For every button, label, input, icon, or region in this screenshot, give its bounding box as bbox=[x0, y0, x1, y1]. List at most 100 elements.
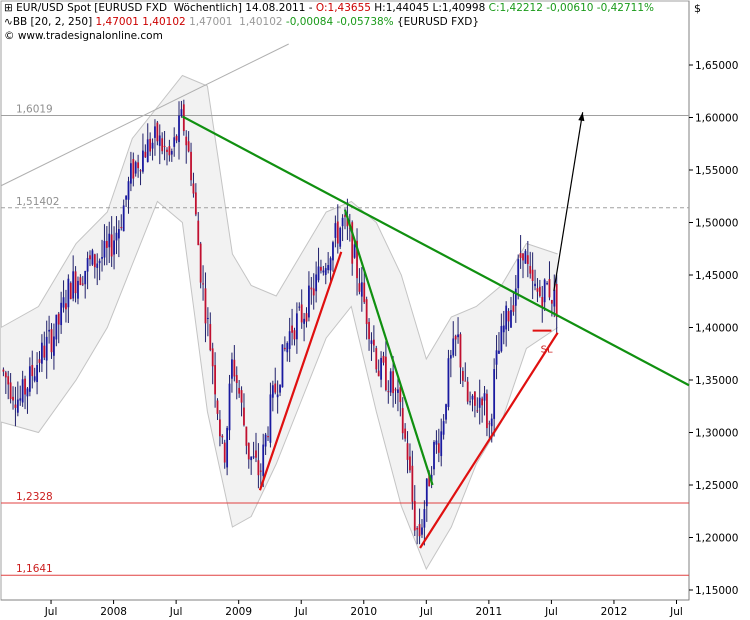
candle-body bbox=[476, 410, 479, 412]
bb-lower: 1,40102 bbox=[138, 16, 190, 28]
x-tick-label: Jul bbox=[419, 606, 433, 618]
candle-body bbox=[490, 418, 493, 427]
candle-body bbox=[452, 338, 455, 356]
trendlines: SL bbox=[0, 43, 690, 549]
candle-body bbox=[156, 122, 159, 142]
candle-icon: ⊞ bbox=[4, 2, 17, 14]
candle-body bbox=[538, 286, 541, 296]
bollinger-icon: ∿ bbox=[4, 16, 13, 28]
x-tick-label: 2010 bbox=[350, 606, 377, 618]
candle-body bbox=[168, 146, 171, 156]
candle-body bbox=[464, 380, 467, 382]
candle-body bbox=[65, 303, 67, 310]
candle-body bbox=[48, 329, 51, 332]
candle-body bbox=[370, 340, 373, 344]
stop-loss-label: SL bbox=[541, 345, 553, 356]
candle-body bbox=[550, 299, 553, 304]
y-tick-label: 1,50000 bbox=[695, 218, 738, 230]
candle-body bbox=[404, 428, 407, 439]
candle-body bbox=[12, 396, 14, 401]
trendline-green-1 bbox=[343, 209, 434, 486]
candle-body bbox=[519, 253, 522, 258]
candle-body bbox=[60, 302, 63, 326]
candle-body bbox=[310, 287, 313, 290]
candle-body bbox=[315, 274, 318, 292]
candle-body bbox=[161, 138, 164, 152]
candle-body bbox=[336, 221, 339, 244]
candle-body bbox=[474, 391, 476, 406]
candle-body bbox=[144, 151, 147, 158]
candle-body bbox=[214, 365, 216, 395]
candle-body bbox=[139, 170, 142, 172]
horizontal-levels: 1,6019 1,51402 1,2328 1,1641 bbox=[1, 104, 689, 576]
candle-body bbox=[500, 326, 503, 352]
candle-body bbox=[185, 136, 188, 146]
candle-body bbox=[180, 109, 183, 117]
candle-body bbox=[488, 423, 491, 425]
candle-body bbox=[113, 240, 115, 255]
candle-body bbox=[24, 378, 26, 395]
header-line-3: © www.tradesignalonline.com bbox=[4, 30, 163, 42]
candle-body bbox=[459, 334, 462, 368]
candle-body bbox=[216, 400, 219, 414]
candle-body bbox=[334, 223, 337, 238]
candle-body bbox=[534, 283, 536, 287]
header-symbol: EUR/USD Spot [EURUSD FXD Wöchentlich] 14… bbox=[16, 2, 316, 14]
candle-body bbox=[55, 314, 58, 340]
candle-body bbox=[368, 321, 370, 340]
header-close: C:1,42212 -0,00610 -0,42711% bbox=[488, 2, 654, 14]
x-tick-label: 2012 bbox=[601, 606, 628, 618]
candle-body bbox=[483, 393, 486, 401]
candle-body bbox=[428, 472, 431, 487]
candle-body bbox=[281, 344, 284, 388]
candle-body bbox=[531, 269, 534, 281]
y-tick-label: 1,45000 bbox=[695, 270, 738, 282]
candle-body bbox=[91, 250, 94, 265]
candle-body bbox=[14, 404, 17, 408]
candle-body bbox=[158, 135, 161, 146]
candle-body bbox=[526, 255, 529, 265]
candle-body bbox=[103, 240, 106, 258]
y-tick-label: 1,25000 bbox=[695, 480, 738, 492]
candle-body bbox=[433, 441, 435, 470]
candle-body bbox=[283, 347, 286, 350]
candle-body bbox=[16, 399, 19, 413]
candle-body bbox=[125, 195, 127, 200]
candle-body bbox=[96, 263, 99, 268]
candle-body bbox=[132, 159, 135, 179]
level-label-1: 1,51402 bbox=[16, 196, 59, 208]
candle-body bbox=[305, 313, 308, 322]
candle-body bbox=[231, 359, 233, 379]
level-label-2: 1,2328 bbox=[16, 491, 53, 503]
candle-body bbox=[365, 299, 368, 325]
candle-body bbox=[425, 478, 428, 507]
bb-change: -0,00084 -0,05738% bbox=[285, 16, 394, 28]
candle-body bbox=[274, 383, 277, 393]
candle-body bbox=[240, 390, 243, 403]
x-tick-label: 2009 bbox=[225, 606, 252, 618]
header-open: O:1,43655 bbox=[315, 2, 371, 14]
target-arrow-head bbox=[578, 112, 585, 122]
candle-body bbox=[399, 387, 402, 403]
candle-body bbox=[553, 289, 556, 307]
level-label-3: 1,1641 bbox=[16, 563, 53, 575]
candle-body bbox=[469, 401, 471, 403]
candle-body bbox=[69, 282, 72, 299]
candle-body bbox=[262, 444, 265, 476]
candle-body bbox=[541, 296, 544, 308]
candle-body bbox=[507, 311, 510, 322]
bb-source: {EURUSD FXD} bbox=[393, 16, 480, 28]
candle-body bbox=[120, 227, 123, 229]
candle-body bbox=[50, 329, 53, 353]
candle-body bbox=[384, 356, 387, 391]
candle-body bbox=[401, 408, 404, 434]
candle-body bbox=[2, 369, 5, 372]
candle-body bbox=[380, 357, 382, 380]
bb-upper: 1,47001 bbox=[95, 16, 139, 28]
candle-body bbox=[505, 305, 508, 330]
candle-body bbox=[486, 393, 488, 429]
y-tick-label: 1,15000 bbox=[695, 585, 738, 597]
candle-body bbox=[235, 375, 238, 383]
candle-body bbox=[84, 270, 87, 285]
